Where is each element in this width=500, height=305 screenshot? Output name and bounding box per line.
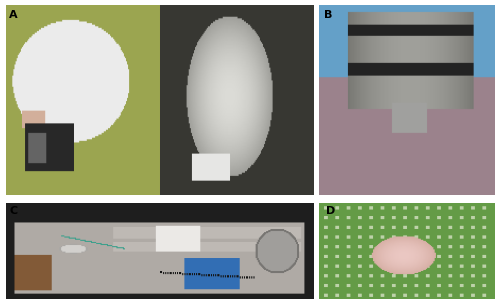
Text: B: B xyxy=(324,10,332,20)
Text: C: C xyxy=(9,206,17,216)
Text: D: D xyxy=(326,206,336,216)
Text: A: A xyxy=(9,10,18,20)
